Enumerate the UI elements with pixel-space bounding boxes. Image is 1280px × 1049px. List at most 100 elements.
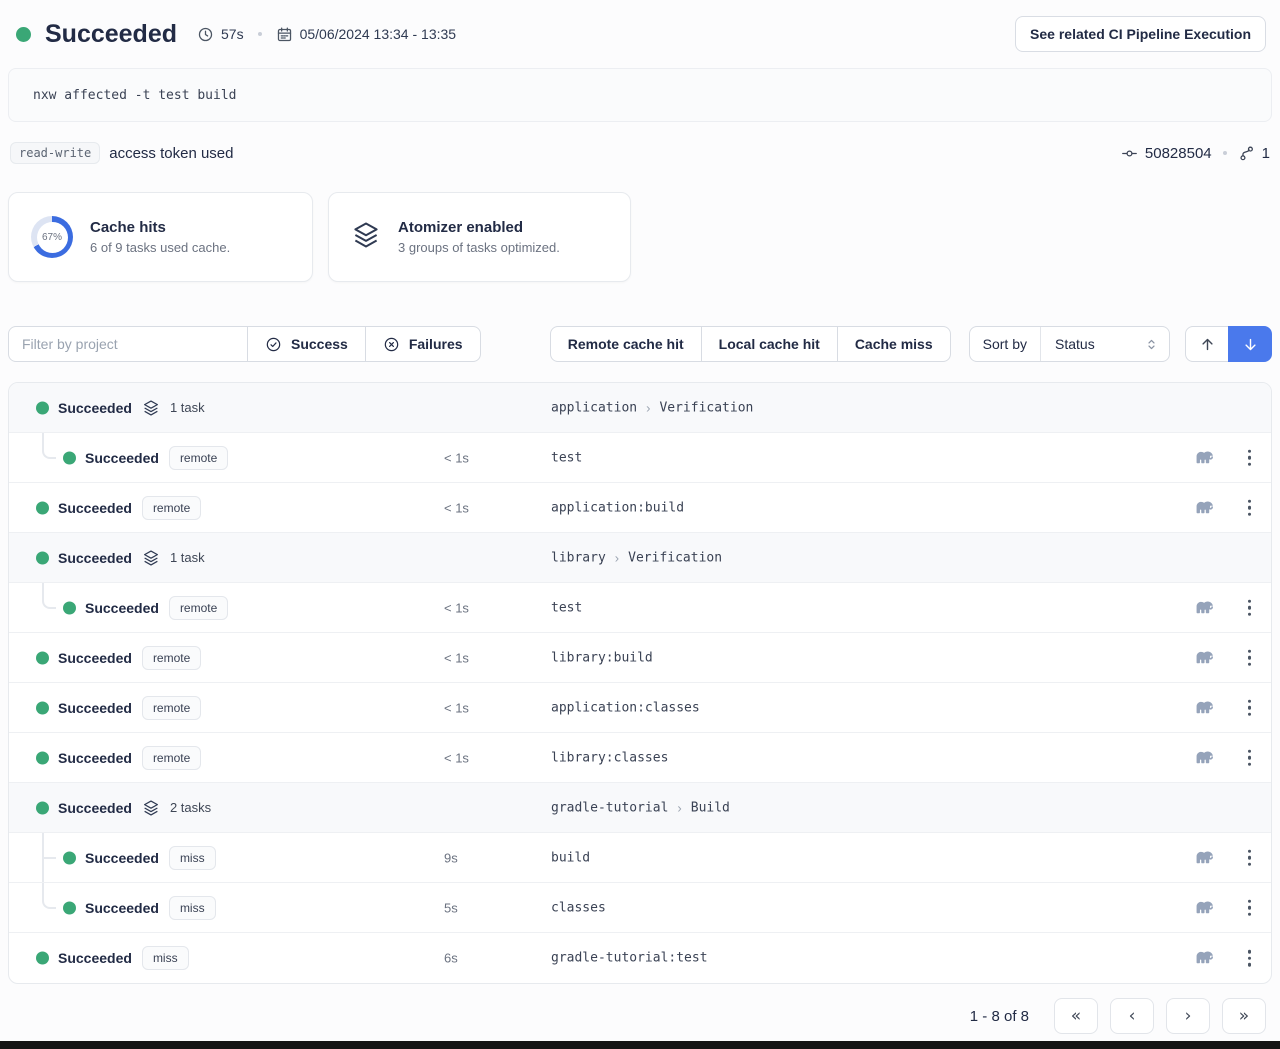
row-status-label: Succeeded xyxy=(58,950,132,966)
gradle-icon[interactable] xyxy=(1194,647,1216,669)
task-name: application:classes xyxy=(551,700,700,715)
status-dot xyxy=(36,501,49,514)
row-status-label: Succeeded xyxy=(85,849,159,866)
last-page-button[interactable]: » xyxy=(1222,998,1266,1034)
next-page-button[interactable]: › xyxy=(1166,998,1210,1034)
sort-selected-value: Status xyxy=(1055,336,1095,352)
status-dot xyxy=(63,451,76,464)
sort-descending-button[interactable] xyxy=(1228,326,1272,362)
tree-connector-icon xyxy=(42,857,56,859)
kebab-menu-icon[interactable] xyxy=(1244,695,1256,720)
status-dot xyxy=(36,701,49,714)
access-token-badge: read-write xyxy=(10,142,101,164)
meta-separator-dot xyxy=(1222,151,1227,155)
summary-cards: 67% Cache hits 6 of 9 tasks used cache. … xyxy=(8,192,1272,282)
commit-icon xyxy=(1122,149,1137,157)
kebab-menu-icon[interactable] xyxy=(1244,595,1256,620)
task-duration: < 1s xyxy=(444,700,469,715)
task-name: test xyxy=(551,600,583,615)
task-row[interactable]: Succeeded remote < 1s test xyxy=(9,433,1271,483)
pagination-range-label: 1 - 8 of 8 xyxy=(969,1007,1029,1025)
kebab-menu-icon[interactable] xyxy=(1244,946,1256,971)
commit-id[interactable]: 50828504 xyxy=(1144,144,1212,162)
remote-cache-hit-button[interactable]: Remote cache hit xyxy=(549,326,702,362)
atomizer-card[interactable]: Atomizer enabled 3 groups of tasks optim… xyxy=(328,192,631,282)
task-duration: 5s xyxy=(444,900,458,915)
task-group-row[interactable]: Succeeded 1 task library › Verification xyxy=(9,533,1271,583)
filter-success-button[interactable]: Success xyxy=(247,326,366,362)
command-text: nxw affected -t test build xyxy=(33,87,237,103)
gradle-icon[interactable] xyxy=(1194,447,1216,469)
circle-x-icon xyxy=(384,337,399,351)
tree-connector-icon xyxy=(42,883,56,909)
kebab-menu-icon[interactable] xyxy=(1244,895,1256,920)
run-status-dot xyxy=(16,26,31,42)
target-name: Build xyxy=(690,800,730,815)
sort-select[interactable]: Status xyxy=(1041,327,1169,361)
task-row[interactable]: Succeeded miss 9s build xyxy=(9,833,1271,883)
run-detail-page: Succeeded 57s 05/06/2024 13:34 - 13:35 S… xyxy=(0,14,1280,1034)
project-breadcrumb: application › Verification xyxy=(551,400,753,415)
cache-card-title: Cache hits xyxy=(90,219,166,236)
task-duration: < 1s xyxy=(444,650,469,665)
gradle-icon[interactable] xyxy=(1194,947,1216,969)
see-related-pipeline-button[interactable]: See related CI Pipeline Execution xyxy=(1015,16,1266,52)
first-page-button[interactable]: « xyxy=(1054,998,1098,1034)
kebab-menu-icon[interactable] xyxy=(1244,845,1256,870)
branch-icon xyxy=(1240,146,1253,160)
run-date-range: 05/06/2024 13:34 - 13:35 xyxy=(276,26,456,43)
kebab-menu-icon[interactable] xyxy=(1244,645,1256,670)
sort-ascending-button[interactable] xyxy=(1185,326,1229,362)
run-duration: 57s xyxy=(197,26,244,43)
status-dot xyxy=(36,751,49,764)
chevron-updown-icon xyxy=(1148,339,1155,349)
row-status-label: Succeeded xyxy=(58,699,132,716)
token-row: read-write access token used 50828504 1 xyxy=(10,140,1270,166)
page-title: Succeeded xyxy=(45,19,178,48)
task-row[interactable]: Succeeded remote < 1s library:build xyxy=(9,633,1271,683)
kebab-menu-icon[interactable] xyxy=(1244,495,1256,520)
status-dot xyxy=(36,551,49,564)
run-date-label: 05/06/2024 13:34 - 13:35 xyxy=(299,26,457,42)
target-name: Verification xyxy=(628,550,723,565)
task-group-row[interactable]: Succeeded 2 tasks gradle-tutorial › Buil… xyxy=(9,783,1271,833)
task-name: classes xyxy=(551,900,606,915)
gradle-icon[interactable] xyxy=(1194,897,1216,919)
calendar-icon xyxy=(277,26,291,41)
task-row[interactable]: Succeeded remote < 1s application:classe… xyxy=(9,683,1271,733)
gradle-icon[interactable] xyxy=(1194,697,1216,719)
kebab-menu-icon[interactable] xyxy=(1244,445,1256,470)
cache-status-badge: remote xyxy=(141,695,202,720)
kebab-menu-icon[interactable] xyxy=(1244,745,1256,770)
task-row[interactable]: Succeeded miss 6s gradle-tutorial:test xyxy=(9,933,1271,983)
gradle-icon[interactable] xyxy=(1194,847,1216,869)
row-status-label: Succeeded xyxy=(58,649,132,666)
task-row[interactable]: Succeeded remote < 1s test xyxy=(9,583,1271,633)
filter-failures-button[interactable]: Failures xyxy=(364,326,481,362)
tasks-count-label: 2 tasks xyxy=(169,800,212,815)
layers-icon xyxy=(142,549,160,567)
task-duration: 6s xyxy=(444,950,458,966)
task-row[interactable]: Succeeded remote < 1s application:build xyxy=(9,483,1271,533)
gradle-icon[interactable] xyxy=(1194,597,1216,619)
row-status-label: Succeeded xyxy=(85,599,159,616)
cache-miss-button[interactable]: Cache miss xyxy=(836,326,951,362)
task-duration: < 1s xyxy=(444,500,469,515)
meta-separator-dot xyxy=(257,32,262,36)
task-group-row[interactable]: Succeeded 1 task application › Verificat… xyxy=(9,383,1271,433)
circle-check-icon xyxy=(266,337,281,351)
filter-project-input[interactable] xyxy=(8,326,248,362)
task-row[interactable]: Succeeded miss 5s classes xyxy=(9,883,1271,933)
task-row[interactable]: Succeeded remote < 1s library:classes xyxy=(9,733,1271,783)
breadcrumb-chevron: › xyxy=(646,400,651,415)
cache-card-subtitle: 6 of 9 tasks used cache. xyxy=(90,240,231,255)
gradle-icon[interactable] xyxy=(1194,497,1216,519)
access-token-label: access token used xyxy=(109,144,234,162)
prev-page-button[interactable]: ‹ xyxy=(1110,998,1154,1034)
local-cache-hit-button[interactable]: Local cache hit xyxy=(700,326,838,362)
branch-count[interactable]: 1 xyxy=(1261,144,1270,162)
vcs-info: 50828504 1 xyxy=(1121,145,1270,162)
cache-hits-card[interactable]: 67% Cache hits 6 of 9 tasks used cache. xyxy=(8,192,313,282)
gradle-icon[interactable] xyxy=(1194,747,1216,769)
cache-percent-label: 67% xyxy=(36,221,68,253)
